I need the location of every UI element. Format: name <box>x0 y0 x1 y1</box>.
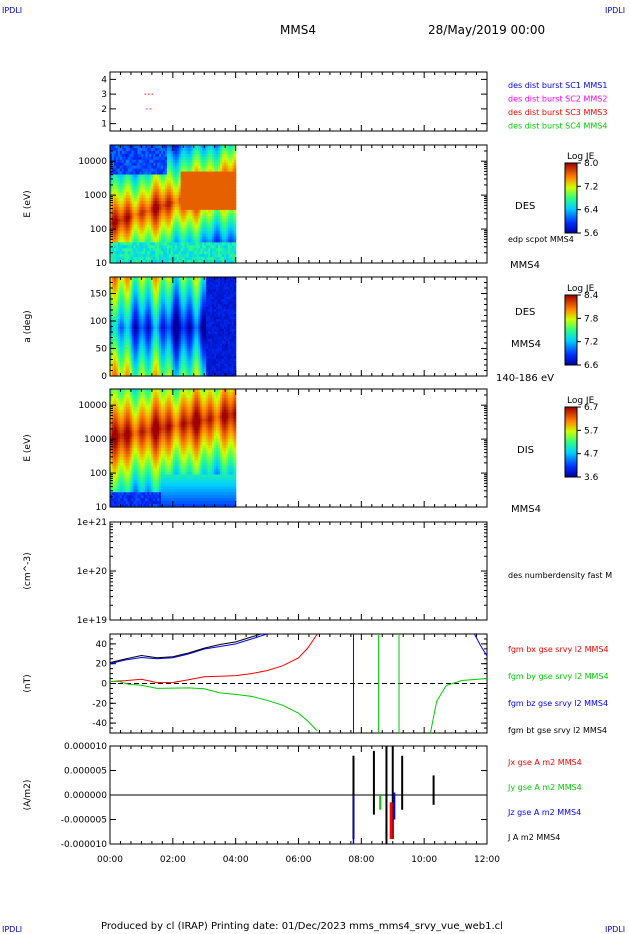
corner-label-bottom-right: IPDLI <box>605 925 625 934</box>
legend-entry: des dist burst SC2 MMS2 <box>508 95 607 104</box>
footer-text: Produced by cl (IRAP) Printing date: 01/… <box>101 921 503 932</box>
legend-entry: des dist burst SC3 MMS3 <box>508 108 607 117</box>
y-tick-label: 10000 <box>78 157 107 167</box>
colorbar <box>565 163 577 233</box>
spectrogram-cells <box>110 277 236 377</box>
y-tick-label: 100 <box>90 225 107 235</box>
y-tick-label: 1000 <box>84 191 107 201</box>
spectrogram-cells <box>110 145 236 264</box>
corner-label-top-left: IPDLI <box>2 6 22 15</box>
panel-frame-0 <box>110 72 487 131</box>
chart-layer: 1 2 3 4 des dist burst SC1 MMS1 des dist burs… <box>23 72 612 865</box>
colorbar-tick-label: 6.4 <box>584 206 599 216</box>
corner-label-top-right: IPDLI <box>605 6 625 15</box>
y-tick-label: 4 <box>101 75 107 85</box>
y-tick-label: 3 <box>101 90 107 100</box>
y-axis-label: E (eV) <box>23 190 33 217</box>
y-tick-label: 1 <box>101 120 107 130</box>
colorbar-tick-label: 5.6 <box>584 229 599 239</box>
date-title: 28/May/2019 00:00 <box>428 23 545 37</box>
y-tick-label: 2 <box>101 105 107 115</box>
colorbar-tick-label: 8.0 <box>584 159 599 169</box>
legend-entry: des dist burst SC1 MMS1 <box>508 81 607 90</box>
spacecraft-title: MMS4 <box>280 23 316 37</box>
legend-entry: des dist burst SC4 MMS4 <box>508 122 607 131</box>
y-tick-label: 10 <box>96 259 108 269</box>
colorbar-tick-label: 7.2 <box>584 182 598 192</box>
corner-label-bottom-left: IPDLI <box>2 925 22 934</box>
